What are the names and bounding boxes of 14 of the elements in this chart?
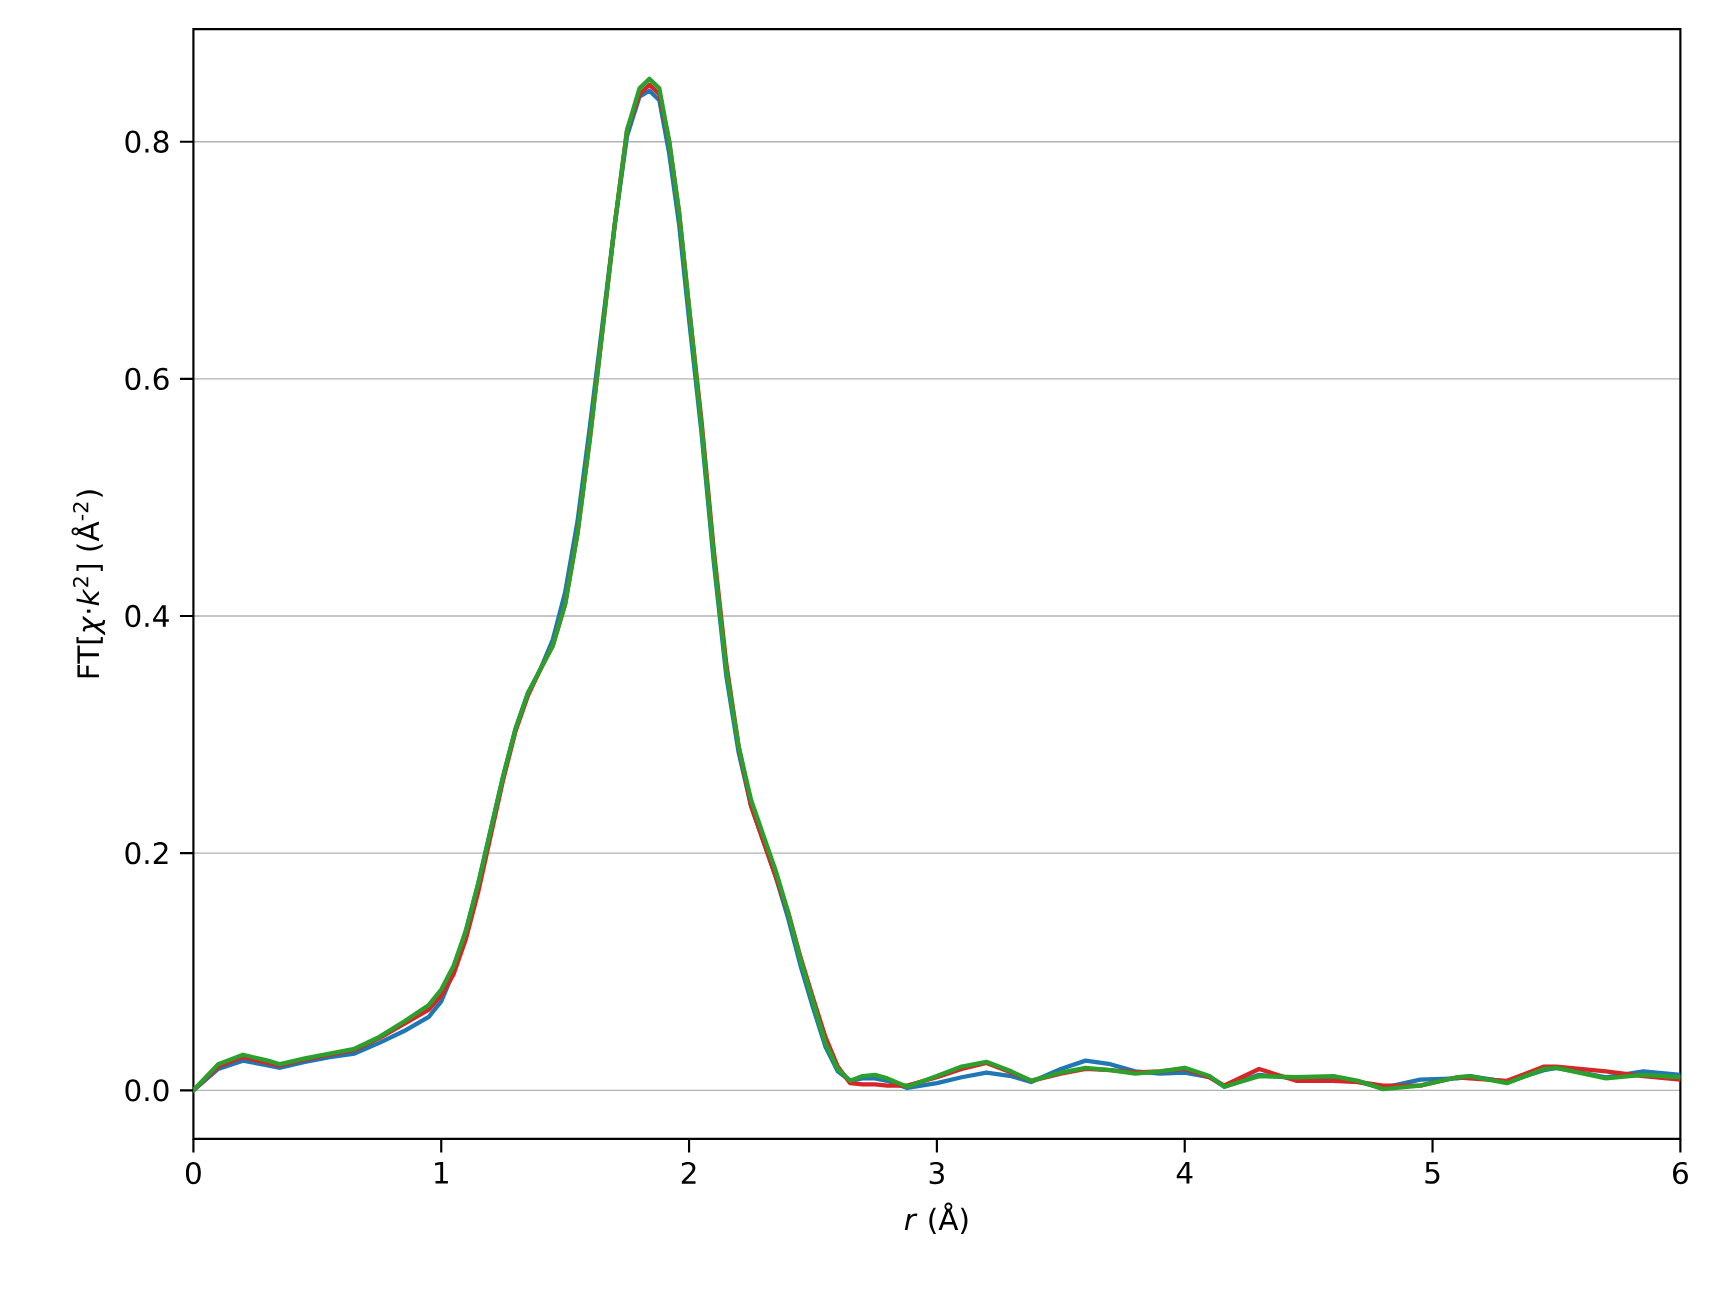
x-tick-label: 1 <box>435 1161 448 1184</box>
y-axis-title: FT[χ·k$^{2}$] (Å$^{-2}$) <box>71 490 106 678</box>
x-tick-label: 4 <box>1176 1161 1193 1184</box>
y-tick-label: 0.0 <box>125 1079 169 1102</box>
x-tick-label: 2 <box>681 1161 696 1184</box>
y-tick-label: 0.4 <box>125 604 169 628</box>
x-tick-label: 3 <box>929 1161 944 1185</box>
y-tick-label: 0.6 <box>125 367 169 391</box>
x-tick-label: 5 <box>1425 1161 1440 1184</box>
x-tick-label: 0 <box>185 1161 201 1185</box>
x-tick-label: 6 <box>1673 1161 1688 1185</box>
x-axis-title: r (Å) <box>904 1202 968 1234</box>
y-tick-label: 0.8 <box>125 130 169 153</box>
y-tick-label: 0.2 <box>125 841 168 865</box>
